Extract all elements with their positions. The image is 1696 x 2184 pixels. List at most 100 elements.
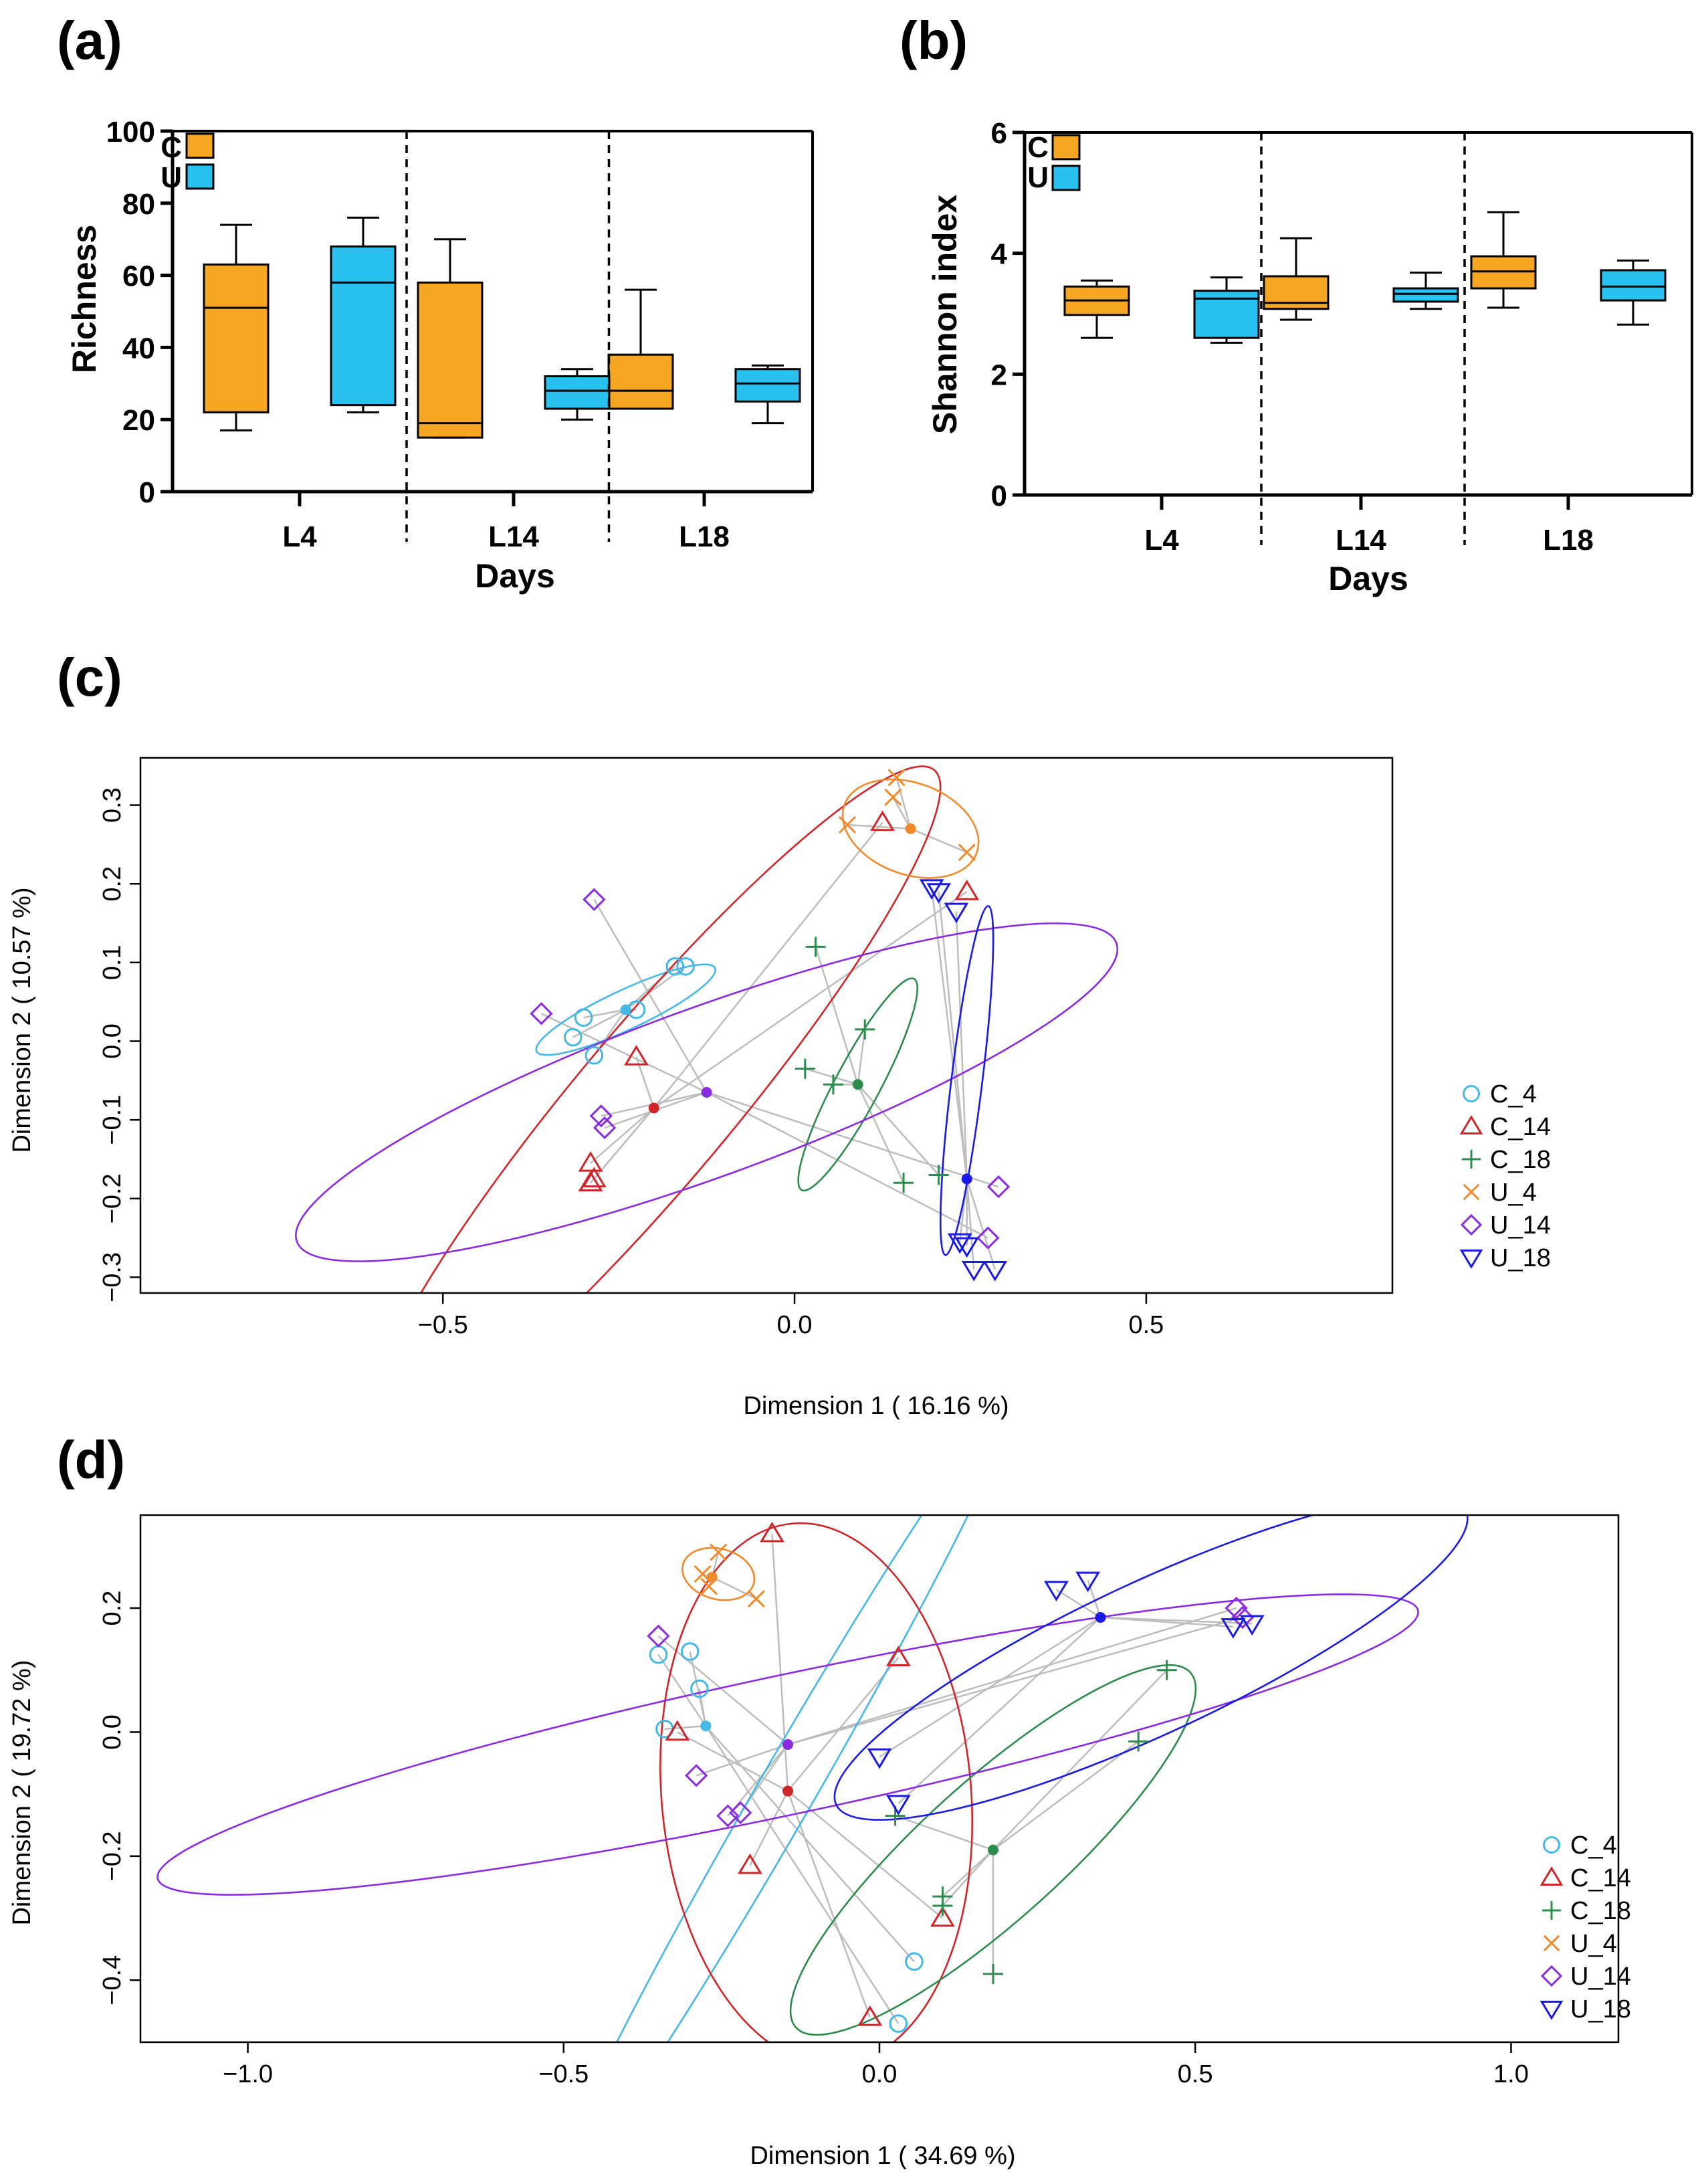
d-connector-u_18 bbox=[1100, 1616, 1253, 1625]
c-connector-c_14 bbox=[653, 890, 968, 1109]
point-diamond bbox=[589, 1104, 613, 1128]
point-triangle-down bbox=[954, 1237, 980, 1258]
point-plus bbox=[928, 1165, 949, 1185]
point-diamond bbox=[647, 1624, 670, 1648]
c-connector-u_18 bbox=[966, 1179, 975, 1270]
panel-b-legend-u-label: U bbox=[1027, 161, 1049, 194]
point-diamond bbox=[1540, 1965, 1563, 1987]
a-x-tick-label: L14 bbox=[488, 520, 539, 553]
panel-a-legend-c-swatch bbox=[185, 132, 215, 159]
point-circle bbox=[1543, 1836, 1560, 1854]
point-triangle-down bbox=[982, 1260, 1008, 1282]
d-connector-c_14 bbox=[786, 1791, 871, 2018]
point-plus bbox=[805, 936, 826, 957]
panel-a-x-ticks: L4 L14 L18 bbox=[282, 492, 730, 553]
point-triangle-down bbox=[885, 1795, 911, 1815]
c-connector-u_4 bbox=[892, 797, 912, 829]
panel-b-label: (b) bbox=[899, 11, 968, 70]
point-x bbox=[747, 1590, 765, 1608]
point-plus bbox=[893, 1173, 914, 1193]
panel-a-frame bbox=[171, 130, 814, 542]
point-plus bbox=[1156, 1660, 1177, 1680]
d-connector-u_14 bbox=[696, 1743, 788, 1777]
c-ellipse-u_18 bbox=[940, 905, 994, 1256]
point-circle bbox=[905, 1952, 924, 1971]
point-plus bbox=[1128, 1731, 1149, 1752]
d-y-tick-label: 0.0 bbox=[98, 1714, 126, 1750]
point-diamond bbox=[593, 1116, 617, 1140]
d-x-tick-label: −0.5 bbox=[538, 2060, 589, 2088]
c-ellipse-u_14 bbox=[295, 922, 1119, 1262]
a-box-c-l14 bbox=[417, 238, 484, 439]
d-connector-u_18 bbox=[879, 1616, 1101, 1758]
d-connector-c_4 bbox=[657, 1654, 707, 1726]
d-x-tick-label: 0.5 bbox=[1178, 2060, 1213, 2088]
d-centroid-c_4 bbox=[700, 1720, 712, 1732]
panel-a-legend-u-label: U bbox=[161, 161, 182, 194]
a-box-c-l4 bbox=[203, 223, 270, 431]
d-connector-c_14 bbox=[787, 1657, 899, 1792]
panel-a-y-ticks: 0 20 40 60 80 100 bbox=[106, 116, 173, 509]
d-legend-label-c_4: C_4 bbox=[1570, 1831, 1617, 1860]
c-connector-u_18 bbox=[966, 1179, 996, 1270]
point-triangle-down bbox=[947, 1233, 972, 1254]
c-centroid-u_14 bbox=[701, 1087, 712, 1098]
c-centroid-u_18 bbox=[961, 1173, 972, 1185]
c-connector-u_18 bbox=[938, 891, 968, 1179]
panel-c-y-axis-label: Dimension 2 ( 10.57 %) bbox=[8, 887, 36, 1153]
panel-c-label: (c) bbox=[57, 648, 122, 707]
d-connector-c_18 bbox=[992, 1669, 1168, 1851]
c-x-tick-label: −0.5 bbox=[418, 1311, 468, 1339]
c-centroid-c_18 bbox=[852, 1079, 863, 1090]
a-y-tick-label: 40 bbox=[122, 332, 155, 365]
point-plus bbox=[855, 1019, 875, 1039]
b-x-tick-label: L18 bbox=[1543, 524, 1594, 557]
a-x-tick-label: L18 bbox=[679, 520, 730, 553]
point-triangle bbox=[665, 1720, 690, 1741]
panel-d-points bbox=[647, 1521, 1265, 2033]
c-connector-c_18 bbox=[805, 1068, 859, 1086]
point-circle bbox=[690, 1679, 709, 1698]
d-connector-u_4 bbox=[712, 1576, 757, 1600]
point-diamond bbox=[729, 1801, 752, 1825]
b-box-c-l18 bbox=[1470, 211, 1537, 309]
a-box-u-l18 bbox=[734, 364, 801, 425]
c-ellipse-c_4 bbox=[535, 963, 716, 1056]
panel-d-x-ticks: −1.0 −0.5 0.0 0.5 1.0 bbox=[223, 2042, 1529, 2088]
point-plus bbox=[1462, 1150, 1481, 1169]
b-box-u-l18 bbox=[1600, 260, 1667, 326]
c-connector-u_4 bbox=[847, 823, 911, 830]
b-box-c-l14 bbox=[1263, 237, 1330, 321]
point-triangle-down bbox=[944, 902, 969, 924]
panel-c-connectors bbox=[540, 777, 999, 1270]
d-centroid-u_14 bbox=[782, 1739, 794, 1751]
c-connector-c_4 bbox=[625, 965, 686, 1011]
c-connector-c_14 bbox=[590, 1107, 655, 1164]
point-triangle-down bbox=[1239, 1615, 1265, 1636]
panel-c-points bbox=[530, 769, 1011, 1282]
panel-d-y-ticks: −0.4 −0.2 0.0 0.2 bbox=[98, 1591, 140, 2005]
c-connector-c_18 bbox=[857, 1029, 866, 1085]
point-diamond bbox=[582, 888, 606, 911]
point-triangle bbox=[578, 1151, 603, 1172]
d-connector-c_4 bbox=[698, 1688, 707, 1726]
c-connector-u_4 bbox=[895, 777, 912, 829]
panel-b-x-axis-label: Days bbox=[1328, 560, 1408, 597]
point-diamond bbox=[530, 1002, 553, 1025]
point-triangle bbox=[1540, 1866, 1564, 1886]
c-connector-u_18 bbox=[930, 887, 968, 1179]
d-connector-c_18 bbox=[942, 1849, 994, 1898]
point-x bbox=[958, 843, 976, 862]
panel-c-y-ticks: −0.3 −0.2 −0.1 0.0 0.1 0.2 0.3 bbox=[98, 787, 140, 1302]
box-iqr bbox=[1600, 269, 1667, 302]
d-connector-u_18 bbox=[1055, 1589, 1101, 1619]
d-ellipse-c_4 bbox=[555, 1515, 1015, 2042]
b-x-tick-label: L14 bbox=[1336, 524, 1386, 557]
a-x-tick-label: L4 bbox=[282, 520, 317, 553]
point-circle bbox=[889, 2014, 908, 2033]
point-circle bbox=[1463, 1085, 1480, 1102]
c-y-tick-label: 0.0 bbox=[98, 1023, 126, 1059]
panel-c-ellipses bbox=[295, 765, 1119, 1293]
